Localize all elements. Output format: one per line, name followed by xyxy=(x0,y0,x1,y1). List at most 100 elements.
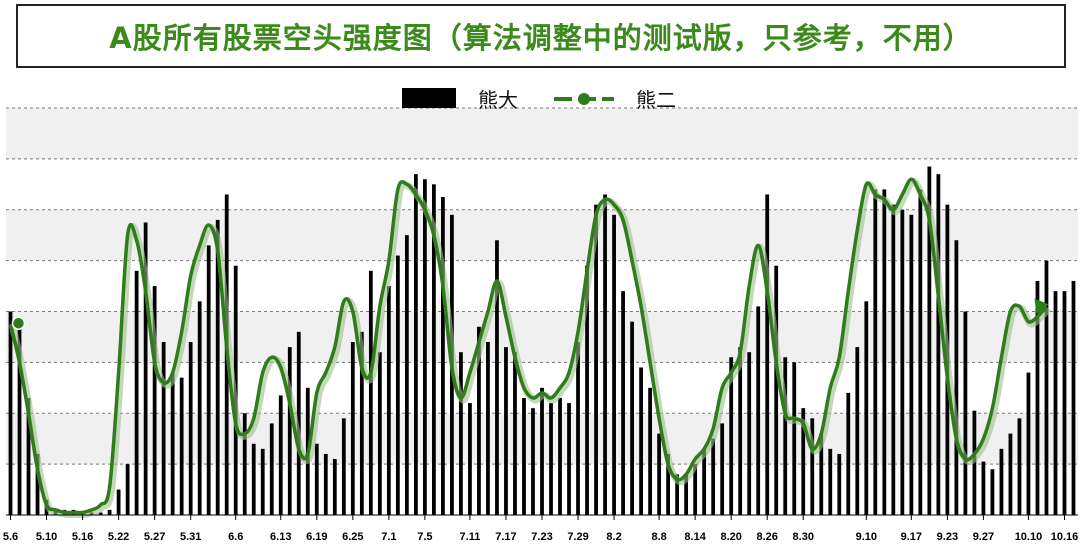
bar xyxy=(747,352,752,515)
bar xyxy=(251,443,256,515)
bar xyxy=(486,342,490,515)
x-tick-label: 9.17 xyxy=(901,531,922,543)
x-tick-label: 7.5 xyxy=(417,531,432,543)
bar xyxy=(675,474,680,515)
bar xyxy=(107,509,112,515)
bar xyxy=(1044,260,1049,515)
bar xyxy=(1026,372,1031,515)
bar xyxy=(432,184,436,515)
bear-strength-chart: 5.6 5.10 5.16 5.22 5.27 5.31 6.6 6.13 6.19 6.25 7.… xyxy=(3,88,1078,543)
bar xyxy=(368,270,373,515)
bar xyxy=(630,321,634,515)
x-tick-label: 8.8 xyxy=(651,531,666,543)
x-axis-ticks: 5.6 5.10 5.16 5.22 5.27 5.31 6.6 6.13 6.19 6.25 7.… xyxy=(3,515,1078,543)
bar xyxy=(332,459,337,515)
bar xyxy=(648,387,652,515)
bar xyxy=(693,464,698,515)
bar xyxy=(1071,280,1076,515)
bar xyxy=(422,179,427,515)
bar xyxy=(26,397,31,515)
bar xyxy=(404,235,409,515)
x-tick-label: 5.27 xyxy=(144,531,165,543)
x-tick-label: 5.22 xyxy=(108,531,129,543)
bar xyxy=(936,174,941,515)
bar xyxy=(98,512,103,515)
bar xyxy=(585,265,589,515)
bar xyxy=(828,448,833,515)
x-tick-label: 6.25 xyxy=(342,531,363,543)
bar xyxy=(1017,418,1022,515)
bar xyxy=(1053,291,1058,515)
x-tick-label: 7.1 xyxy=(381,531,396,543)
line-end-arrow xyxy=(1034,298,1049,315)
bar xyxy=(918,189,923,515)
bar xyxy=(386,286,391,515)
x-tick-label: 8.14 xyxy=(684,531,706,543)
bar xyxy=(765,194,770,516)
bar xyxy=(1062,291,1067,515)
bar xyxy=(666,453,671,515)
bar xyxy=(756,306,761,515)
x-tick-label: 6.19 xyxy=(306,531,327,543)
legend-swatch-dot xyxy=(578,93,590,105)
x-tick-label: 7.11 xyxy=(460,531,481,543)
bar xyxy=(594,204,598,515)
bar xyxy=(215,219,220,516)
bar xyxy=(35,453,40,515)
x-tick-label: 5.6 xyxy=(3,531,18,543)
bar xyxy=(567,403,571,515)
x-tick-label: 6.13 xyxy=(270,531,291,543)
bar xyxy=(513,352,517,515)
bar xyxy=(269,423,274,515)
bar xyxy=(711,438,716,515)
bar xyxy=(323,453,328,515)
bar xyxy=(260,448,265,515)
bar xyxy=(963,311,968,515)
x-tick-label: 9.10 xyxy=(856,531,877,543)
bar xyxy=(413,174,418,515)
x-tick-label: 8.26 xyxy=(756,531,777,543)
bar xyxy=(900,209,905,515)
legend: 熊大 熊二 xyxy=(402,88,676,112)
chart-title: A股所有股票空头强度图（算法调整中的测试版，只参考，不用） xyxy=(109,21,973,55)
bar xyxy=(314,443,319,515)
chart-title-box: A股所有股票空头强度图（算法调整中的测试版，只参考，不用） xyxy=(16,4,1066,68)
line-start-marker xyxy=(11,316,26,330)
bar xyxy=(161,342,166,515)
plot-band xyxy=(6,108,1078,159)
bar xyxy=(441,197,445,515)
bar xyxy=(188,342,193,515)
bar xyxy=(17,329,22,515)
bar xyxy=(882,189,887,515)
bar xyxy=(909,214,914,515)
bar xyxy=(954,240,959,515)
bar xyxy=(927,166,932,515)
x-tick-label: 8.2 xyxy=(606,531,621,543)
bar xyxy=(819,433,824,515)
x-tick-label: 9.23 xyxy=(937,531,958,543)
bar xyxy=(278,395,283,515)
bar xyxy=(864,301,869,515)
bar xyxy=(1035,280,1040,515)
bar xyxy=(125,464,130,515)
x-tick-label: 5.31 xyxy=(180,531,201,543)
bar xyxy=(621,291,625,515)
x-tick-label: 5.16 xyxy=(72,531,93,543)
x-tick-label: 10.10 xyxy=(1015,531,1043,543)
bar xyxy=(981,461,986,515)
legend-label-xiongda: 熊大 xyxy=(478,88,518,112)
bar xyxy=(837,453,842,515)
bar xyxy=(350,342,355,515)
legend-swatch-bar xyxy=(402,88,456,108)
x-tick-label: 8.20 xyxy=(720,531,741,543)
bar xyxy=(810,418,815,515)
bar xyxy=(657,433,662,515)
bar xyxy=(873,189,878,515)
legend-label-xionger: 熊二 xyxy=(636,88,676,112)
bar xyxy=(522,397,526,515)
x-tick-label: 9.27 xyxy=(973,531,994,543)
plot-band xyxy=(6,209,1078,261)
bar xyxy=(477,326,481,515)
bar xyxy=(990,469,995,515)
bar xyxy=(576,342,580,515)
